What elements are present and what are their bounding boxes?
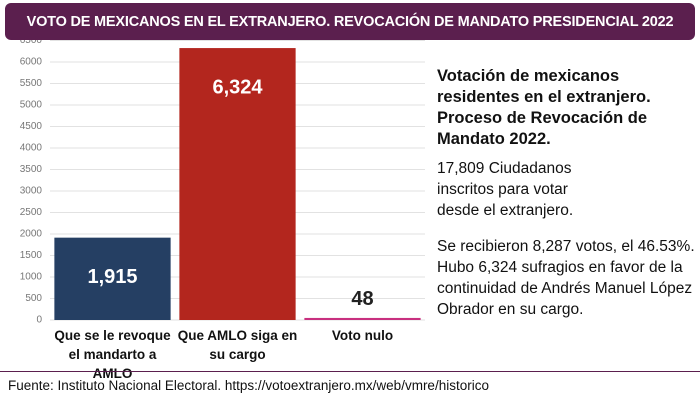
chart-title: VOTO DE MEXICANOS EN EL EXTRANJERO. REVO… bbox=[5, 3, 695, 40]
y-tick-label: 5500 bbox=[20, 78, 43, 89]
y-tick-label: 2000 bbox=[20, 229, 43, 240]
x-tick-label: Voto nulo bbox=[331, 328, 394, 343]
y-tick-label: 0 bbox=[36, 315, 42, 326]
value-label: 6,324 bbox=[212, 76, 263, 98]
y-tick-label: 6000 bbox=[20, 57, 43, 68]
y-tick-label: 1000 bbox=[20, 272, 43, 283]
chart: 0 500 1000 1500 2000 2500 3000 3500 4000 4500 5000… bbox=[20, 35, 425, 326]
value-label: 48 bbox=[351, 288, 373, 310]
y-tick-label: 1500 bbox=[20, 250, 43, 261]
y-tick-label: 3000 bbox=[20, 186, 43, 197]
y-tick-label: 4000 bbox=[20, 143, 43, 154]
x-tick-label: Que AMLO siga en su cargo bbox=[177, 328, 298, 362]
y-tick-label: 4500 bbox=[20, 121, 43, 132]
annotation: 17,809 Ciudadanos inscritos para votar d… bbox=[437, 160, 574, 219]
y-tick-label: 5000 bbox=[20, 100, 43, 111]
source: Fuente: Instituto Nacional Electoral. ht… bbox=[8, 378, 489, 393]
x-tick-label: Que se le revoque el mandarto a AMLO bbox=[54, 328, 171, 381]
bar bbox=[54, 237, 171, 320]
annotation: Se recibieron 8,287 votos, el 46.53%. Hu… bbox=[437, 238, 695, 318]
annotation: Votación de mexicanos residentes en el e… bbox=[437, 67, 651, 148]
y-tick-label: 3500 bbox=[20, 164, 43, 175]
y-tick-label: 500 bbox=[25, 293, 42, 304]
divider bbox=[0, 371, 700, 372]
y-tick-label: 6500 bbox=[20, 35, 43, 46]
y-tick-label: 2500 bbox=[20, 207, 43, 218]
bar bbox=[179, 48, 296, 321]
bar bbox=[304, 317, 421, 320]
value-label: 1,915 bbox=[87, 266, 137, 288]
